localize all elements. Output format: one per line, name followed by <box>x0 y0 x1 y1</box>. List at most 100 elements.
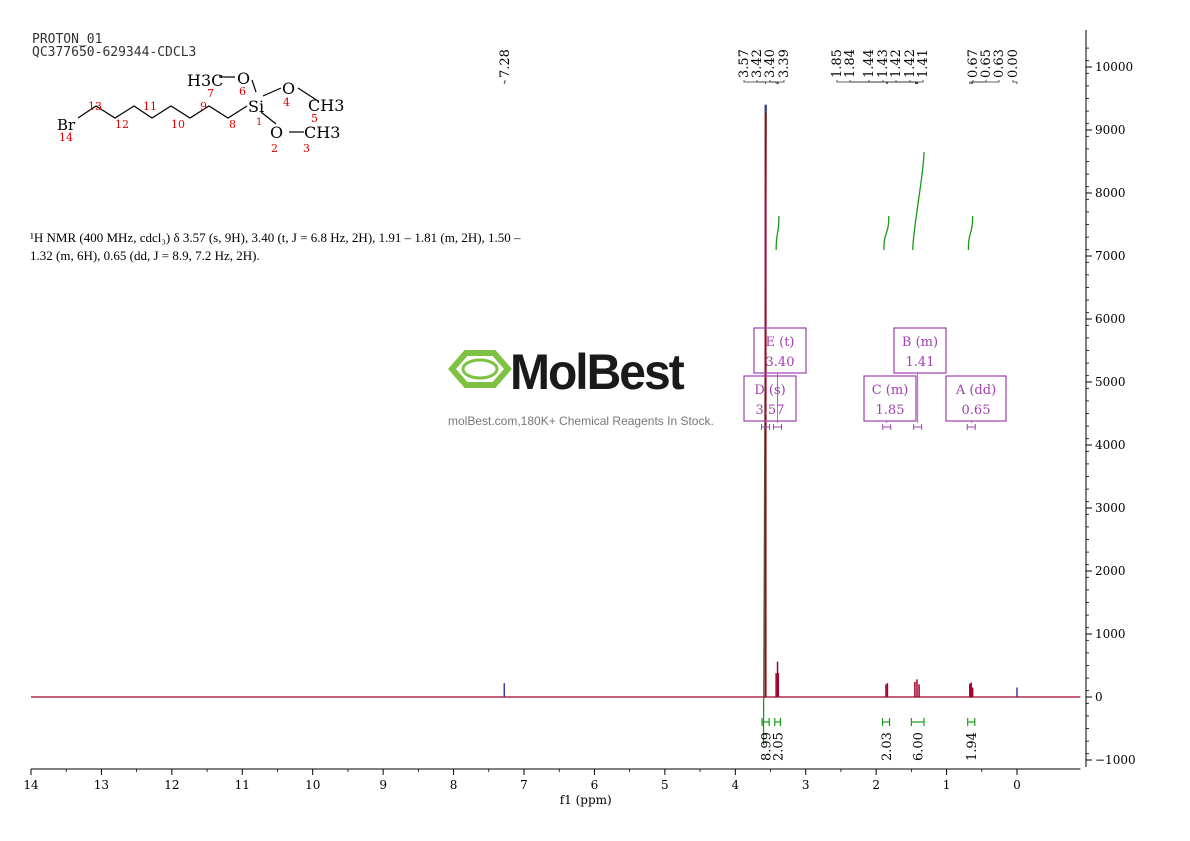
y-tick-label: 6000 <box>1095 312 1126 326</box>
peak-label-leader <box>1012 80 1018 84</box>
integral-curves <box>762 104 974 746</box>
nmr-description-line: 1.32 (m, 6H), 0.65 (dd, J = 8.9, 7.2 Hz,… <box>30 248 260 263</box>
multiplet-letter: A (dd) <box>955 383 996 398</box>
peak-shift-label: 0.67 <box>966 49 981 78</box>
peak-label-leader <box>909 80 918 84</box>
peak-labels: 7.28 3.573.423.40 3.39 1.851.84 1.44 1.431.42… <box>498 49 1021 84</box>
atom-si: Si <box>248 97 264 116</box>
y-tick-label: 5000 <box>1095 375 1126 389</box>
multiplet-shift: 3.57 <box>756 403 785 418</box>
atom-h3c: H3C <box>187 71 223 90</box>
x-tick-label: 10 <box>305 778 320 792</box>
peak-shift-label: 1.41 <box>916 49 931 78</box>
peak-shift-label: 3.40 <box>763 49 778 78</box>
watermark-tagline: molBest.com,180K+ Chemical Reagents In S… <box>448 414 714 428</box>
y-tick-label: 7000 <box>1095 249 1126 263</box>
peak-label-leader <box>743 80 766 84</box>
x-tick-label: 0 <box>1013 778 1021 792</box>
sample-id: QC377650-629344-CDCL3 <box>32 45 197 60</box>
peak-shift-label: 0.65 <box>979 49 994 78</box>
peak-shift-label: 1.85 <box>830 49 845 78</box>
atom-number: 13 <box>88 100 102 113</box>
x-tick-label: 2 <box>872 778 880 792</box>
atom-number: 9 <box>200 100 207 113</box>
y-tick-label: 9000 <box>1095 123 1126 137</box>
multiplet-shift: 0.65 <box>962 403 991 418</box>
integral-curve <box>967 215 974 251</box>
integral-value: 1.94 <box>965 732 980 761</box>
atom-number: 2 <box>271 142 278 155</box>
atom-number: 14 <box>59 131 73 144</box>
axes: 14 13 12 11 10 9 8 7 6 5 4 3 2 1 0f1 (ppm)100009000800… <box>23 30 1136 807</box>
atom-number: 4 <box>283 96 290 109</box>
peak-label-leader <box>777 80 785 84</box>
x-tick-label: 11 <box>235 778 250 792</box>
y-tick-label: 8000 <box>1095 186 1126 200</box>
molecule-structure: Br 14 13 12 11 10 9 8 Si 1 O 6 O 4 O 2 H… <box>57 69 344 155</box>
y-tick-label: 4000 <box>1095 438 1126 452</box>
x-tick-label: 14 <box>23 778 39 792</box>
integral-value: 2.03 <box>880 732 895 761</box>
multiplet-letter: D (s) <box>754 383 785 398</box>
peak-label-leader <box>769 80 778 84</box>
atom-number: 5 <box>311 112 318 125</box>
watermark-name: MolBest <box>510 345 685 401</box>
peak-label-leader <box>917 80 924 84</box>
x-tick-label: 12 <box>164 778 179 792</box>
x-tick-label: 7 <box>520 778 528 792</box>
spectrum-trace <box>31 104 1081 698</box>
atom-number: 8 <box>229 118 236 131</box>
experiment-name: PROTON_01 <box>32 32 103 47</box>
multiplet-boxes: E (t) 3.40 D (s) 3.57 B (m) 1.41 C (m) 1.85 A (d… <box>743 327 1007 430</box>
integral-curve <box>775 215 780 251</box>
y-tick-label: 2000 <box>1095 564 1126 578</box>
y-tick-label: 1000 <box>1095 627 1126 641</box>
atom-ch3: CH3 <box>304 123 340 142</box>
peak-shift-label: 7.28 <box>498 49 513 78</box>
multiplet-shift: 1.41 <box>906 355 935 370</box>
y-tick-label: 0 <box>1095 690 1103 704</box>
peak-shift-label: 1.42 <box>903 49 918 78</box>
x-tick-label: 8 <box>450 778 458 792</box>
multiplet-letter: E (t) <box>766 335 795 350</box>
x-tick-label: 9 <box>379 778 387 792</box>
integral-value: 8.99 <box>760 732 775 761</box>
atom-number: 7 <box>207 87 214 100</box>
atom-number: 1 <box>256 117 262 128</box>
multiplet-box <box>893 327 947 374</box>
y-tick-label: 10000 <box>1095 60 1133 74</box>
peak-shift-label: 3.57 <box>737 49 752 78</box>
atom-number: 6 <box>239 85 246 98</box>
peak-shift-label: 1.44 <box>862 49 877 78</box>
peak-shift-label: 0.63 <box>992 49 1007 78</box>
integral-curve <box>883 215 890 251</box>
x-tick-label: 1 <box>943 778 951 792</box>
peak-shift-label: 1.84 <box>843 49 858 78</box>
atom-o: O <box>237 69 250 88</box>
multiplet-shift: 3.40 <box>766 355 795 370</box>
multiplet-box <box>743 375 797 422</box>
nmr-description-line: ¹H NMR (400 MHz, cdcl₃) δ 3.57 (s, 9H), … <box>30 230 521 245</box>
y-tick-label: 3000 <box>1095 501 1126 515</box>
atom-ch3: CH3 <box>308 96 344 115</box>
atom-number: 10 <box>171 118 185 131</box>
x-tick-label: 4 <box>731 778 739 792</box>
peak-shift-label: 3.39 <box>777 49 792 78</box>
atom-o: O <box>282 79 295 98</box>
molbest-logo-icon <box>448 350 512 388</box>
peak-shift-label: 1.42 <box>889 49 904 78</box>
atom-o: O <box>270 123 283 142</box>
atom-br: Br <box>57 116 76 134</box>
integral-value: 6.00 <box>912 732 927 761</box>
multiplet-letter: C (m) <box>872 383 909 398</box>
multiplet-box <box>863 375 917 422</box>
integral-curve <box>912 151 925 251</box>
peak-label-leader <box>756 80 777 84</box>
multiplet-shift: 1.85 <box>876 403 905 418</box>
x-axis-label: f1 (ppm) <box>560 793 612 807</box>
multiplet-box <box>753 327 807 374</box>
x-tick-label: 13 <box>94 778 109 792</box>
peak-label-leader <box>503 80 506 84</box>
integral-value: 2.05 <box>772 732 787 761</box>
